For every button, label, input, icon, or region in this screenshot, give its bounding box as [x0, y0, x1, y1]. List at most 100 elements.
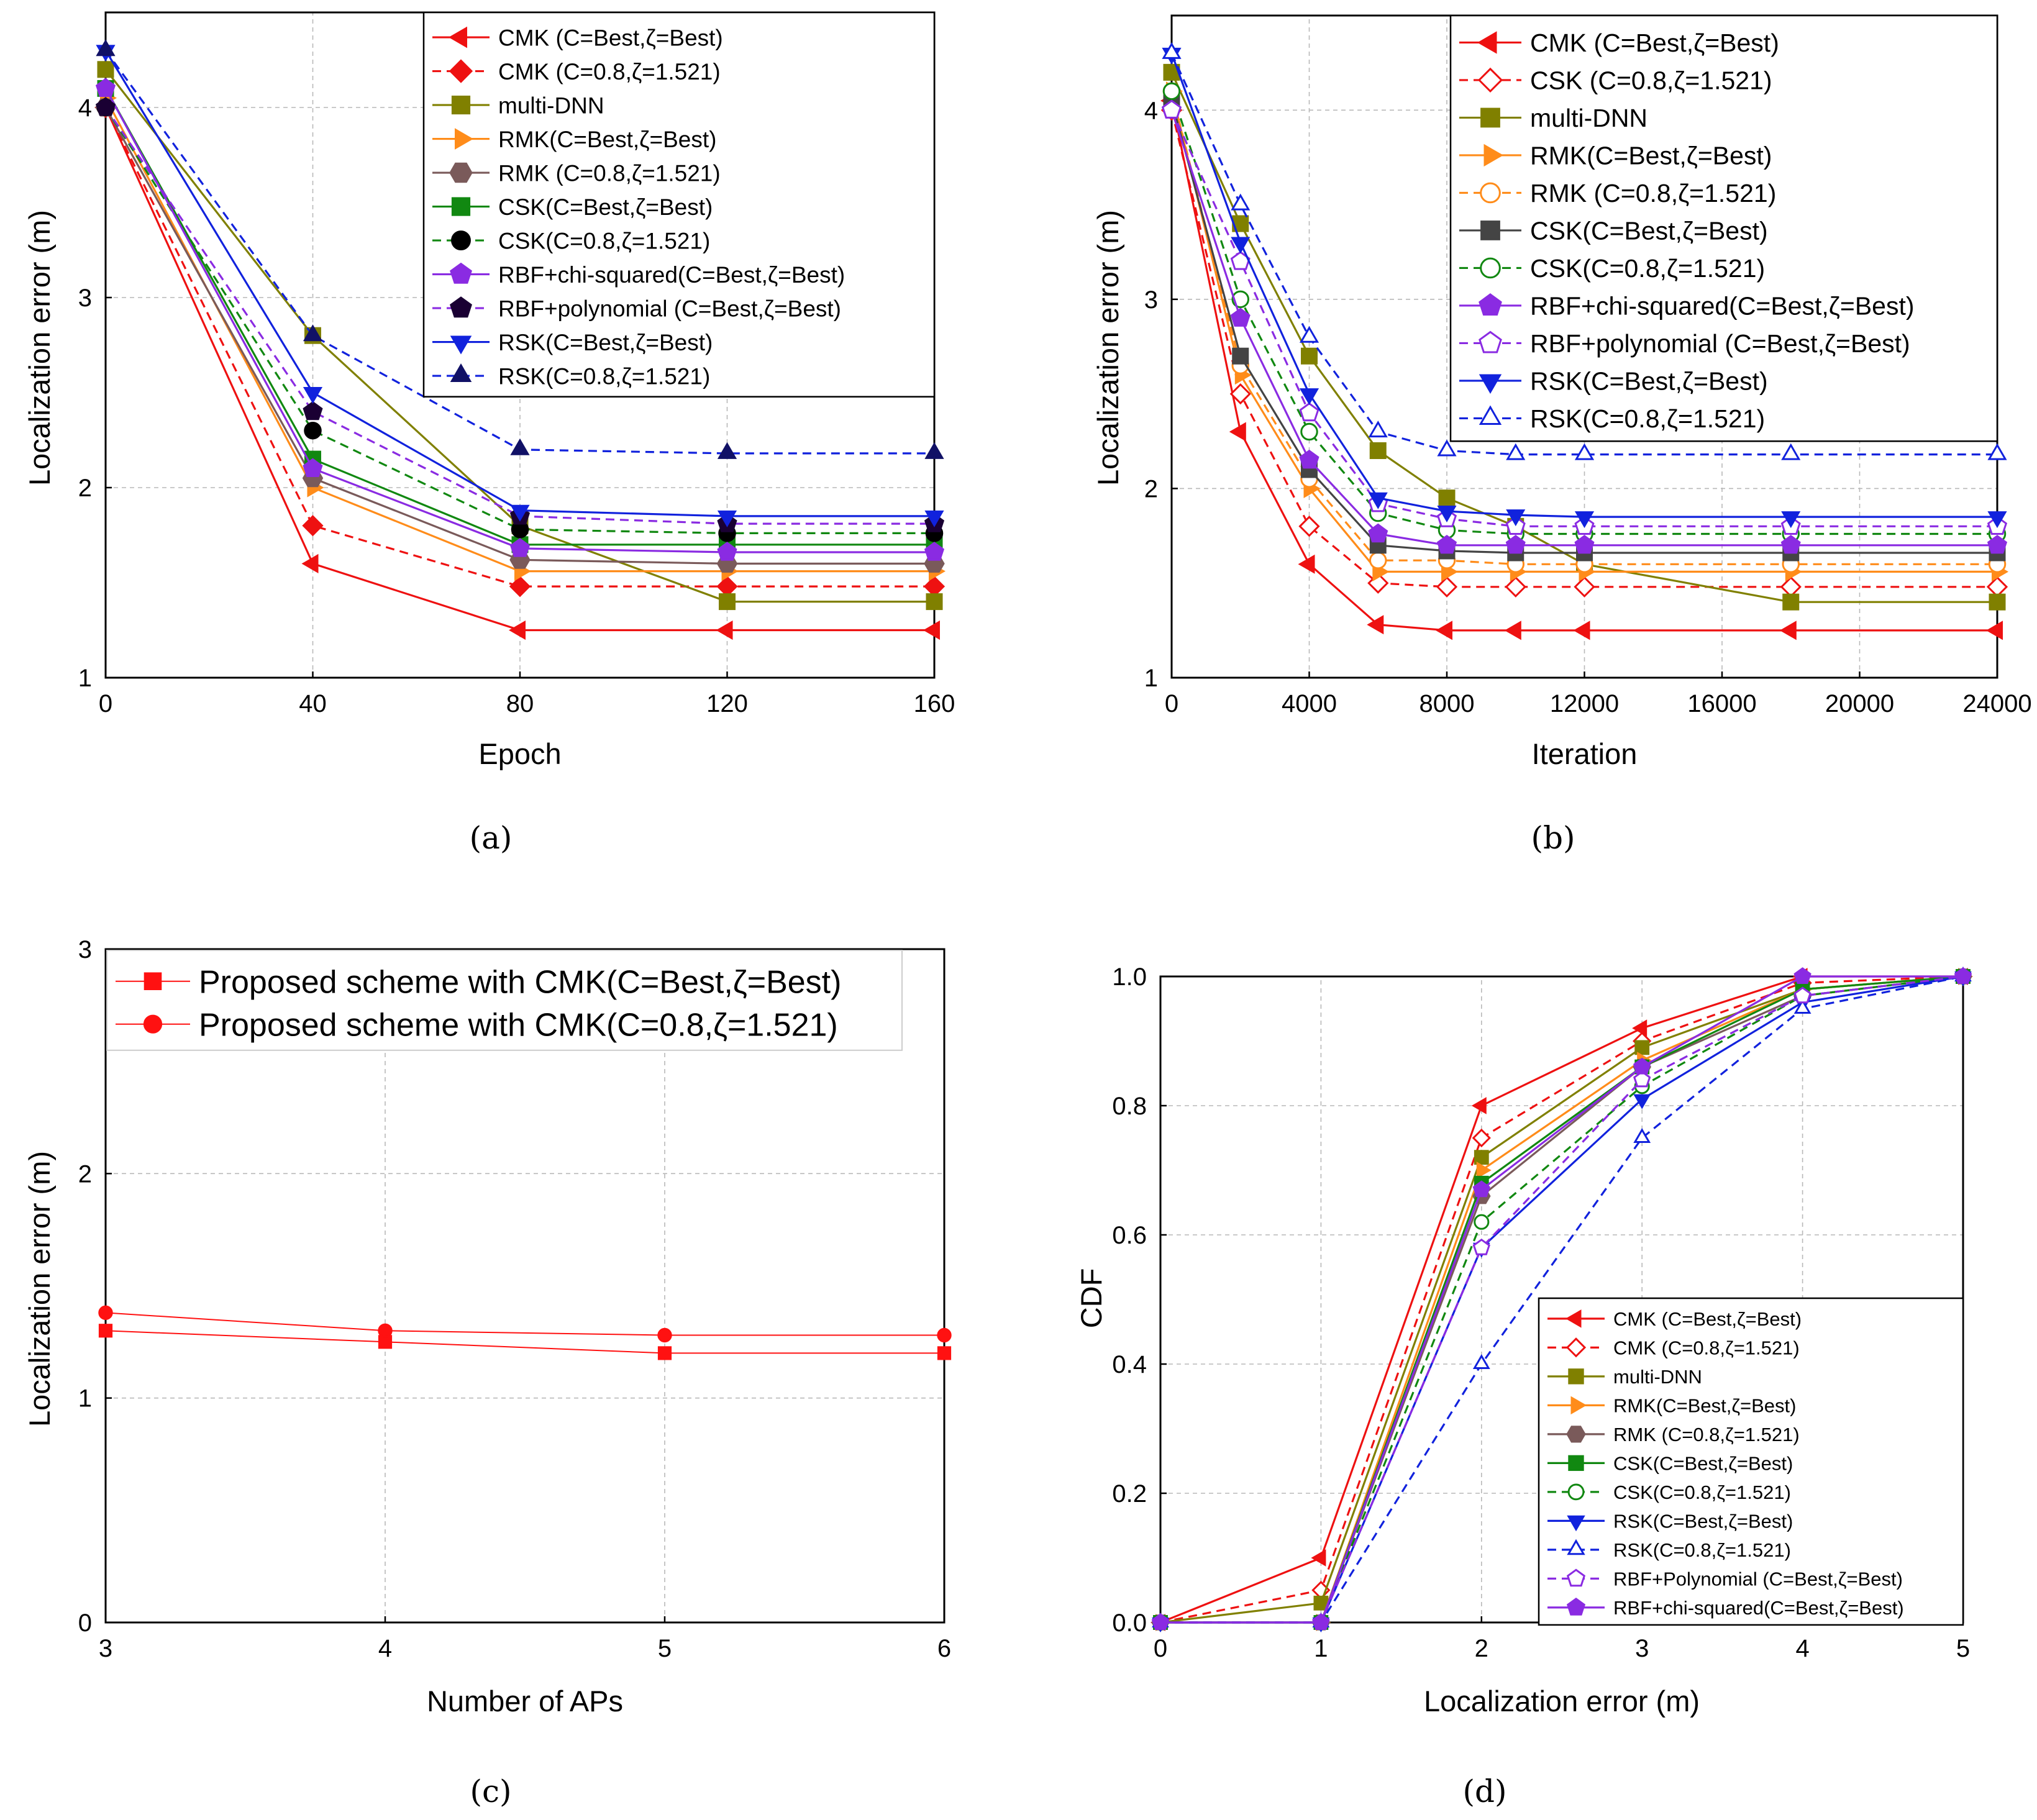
data-point [1367, 615, 1384, 635]
legend-marker [450, 262, 472, 284]
legend-item: RMK(C=Best,ζ=Best) [1459, 142, 1772, 170]
gridlines [106, 949, 944, 1622]
data-point [1985, 621, 2003, 640]
legend-item: RMK(C=Best,ζ=Best) [432, 127, 716, 152]
legend-item: CSK(C=Best,ζ=Best) [1459, 217, 1768, 245]
data-point [924, 542, 945, 561]
y-tick-label: 1.0 [1112, 963, 1147, 991]
legend-item: RSK(C=0.8,ζ=1.521) [1547, 1539, 1791, 1561]
data-point [924, 442, 944, 459]
data-point [303, 401, 323, 421]
legend-marker [1480, 221, 1500, 240]
legend-item: RBF+chi-squared(C=Best,ζ=Best) [432, 262, 845, 288]
data-point [717, 510, 737, 527]
legend-marker [1566, 1568, 1586, 1587]
x-tick-label: 16000 [1687, 690, 1756, 717]
data-point [926, 593, 943, 611]
data-point [1474, 1150, 1489, 1165]
plot-frame [104, 948, 946, 1624]
legend-label: RBF+polynomial (C=Best,ζ=Best) [1530, 329, 1910, 358]
series-rbf-chi-squared-c-best-best [1161, 99, 2008, 554]
data-point [1793, 967, 1811, 984]
series-rsk-c-0-8-1-521 [1162, 42, 2007, 460]
legend-marker [1567, 1539, 1585, 1555]
data-point [1476, 1162, 1492, 1179]
y-tick-label: 3 [1144, 286, 1158, 314]
data-point [924, 510, 944, 527]
legend-label: multi-DNN [498, 93, 604, 118]
data-point [1780, 534, 1801, 554]
y-tick-label: 3 [78, 936, 92, 963]
data-point [1161, 99, 1182, 119]
series-rsk-c-best-best [1162, 47, 2007, 529]
data-point [1435, 621, 1452, 640]
data-point [1312, 1613, 1330, 1630]
legend-marker [143, 1014, 163, 1034]
data-point [98, 1324, 113, 1338]
data-point [716, 620, 733, 640]
legend-marker [1565, 1337, 1587, 1358]
data-point [1299, 388, 1319, 406]
data-point [1231, 193, 1251, 211]
y-tick-label: 0.4 [1112, 1351, 1147, 1378]
series-line [1170, 109, 1997, 588]
x-tick-label: 0 [99, 690, 112, 717]
legend-item: RSK(C=0.8,ζ=1.521) [1459, 404, 1765, 433]
legend-label: RBF+polynomial (C=Best,ζ=Best) [498, 296, 841, 321]
data-point [1162, 42, 1182, 59]
caption-a: (a) [469, 820, 513, 856]
legend-item: CSK(C=0.8,ζ=1.521) [1547, 1481, 1791, 1503]
data-point [1987, 511, 2007, 529]
data-point [1229, 422, 1246, 442]
series-line [104, 107, 934, 525]
data-point [923, 620, 940, 640]
legend-item: CMK (C=0.8,ζ=1.521) [432, 59, 721, 84]
data-point [1231, 237, 1251, 254]
x-axis-label: Epoch [478, 737, 561, 770]
data-point [1505, 534, 1526, 554]
legend-marker [451, 230, 471, 250]
legend-label: Proposed scheme with CMK(C=Best,ζ=Best) [199, 964, 841, 1000]
legend-marker [449, 59, 473, 83]
data-point [1368, 492, 1388, 509]
data-point [95, 97, 116, 116]
legend-marker [450, 335, 472, 355]
data-point [1301, 347, 1318, 365]
legend-label: CSK(C=Best,ζ=Best) [498, 194, 713, 220]
legend-marker [449, 162, 473, 183]
chart-panel-a: 0 40 80 120 160 1 2 3 4 Epoch Localization error (… [23, 11, 955, 770]
legend-item: CSK(C=Best,ζ=Best) [1547, 1453, 1793, 1475]
data-point [1782, 593, 1800, 611]
data-point [1298, 554, 1315, 574]
data-point [1506, 509, 1526, 527]
data-point [1436, 534, 1457, 554]
series-rsk-c-0-8-1-521 [96, 39, 944, 459]
x-tick-label: 12000 [1550, 690, 1619, 717]
y-tick-label: 1 [78, 1385, 92, 1413]
legend: Proposed scheme with CMK(C=Best,ζ=Best) P… [106, 950, 903, 1051]
data-point [303, 387, 323, 404]
data-point [510, 504, 530, 522]
data-point [1574, 511, 1595, 529]
data-point [717, 442, 737, 459]
data-point [1986, 576, 2008, 598]
legend-item: multi-DNN [1459, 104, 1647, 132]
y-tick-label: 0.2 [1112, 1480, 1147, 1508]
y-axis-label: Localization error (m) [23, 210, 56, 486]
legend-item: Proposed scheme with CMK(C=0.8,ζ=1.521) [116, 1007, 838, 1043]
data-point [509, 538, 531, 557]
series-line [104, 107, 934, 535]
legend-label: RMK (C=0.8,ζ=1.521) [498, 160, 721, 186]
legend-label: RSK(C=0.8,ζ=1.521) [1530, 404, 1765, 433]
data-point [303, 458, 323, 477]
data-point [1368, 523, 1388, 543]
legend-item: CSK(C=0.8,ζ=1.521) [432, 228, 710, 253]
data-point [509, 620, 526, 640]
legend-label: RSK(C=Best,ζ=Best) [1530, 367, 1768, 396]
series-line [104, 107, 934, 588]
data-point [1987, 443, 2007, 460]
legend-item: RBF+chi-squared(C=Best,ζ=Best) [1547, 1597, 1904, 1619]
data-point [1369, 442, 1387, 460]
legend-label: RBF+Polynomial (C=Best,ζ=Best) [1613, 1568, 1903, 1590]
data-point [97, 61, 114, 78]
